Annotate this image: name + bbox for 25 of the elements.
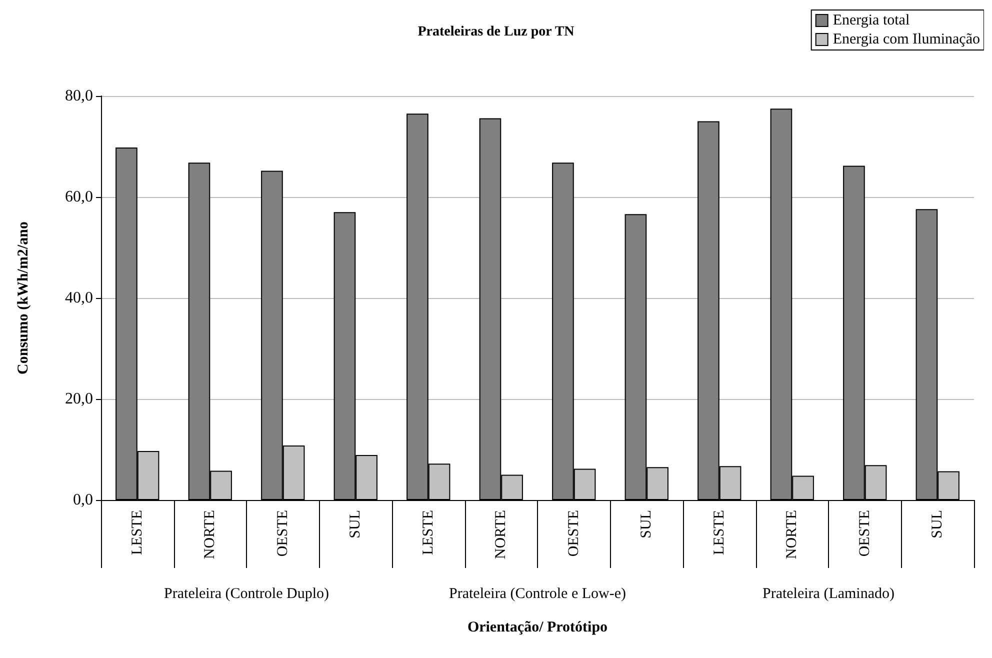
x-tick-label: OESTE xyxy=(274,510,291,557)
x-tick-label: NORTE xyxy=(202,510,218,560)
y-tick-label: 40,0 xyxy=(65,290,93,306)
y-tick-label: 0,0 xyxy=(73,492,93,508)
x-tick-label: SUL xyxy=(930,510,946,538)
y-tick-label: 60,0 xyxy=(65,188,93,206)
x-tick-label: OESTE xyxy=(566,510,582,557)
text: Prateleira (Controle e Low-e) xyxy=(448,586,626,602)
x-tick-label: NORTE xyxy=(493,510,510,560)
y-axis-title: Consumo (kWh/m2/ano xyxy=(16,222,32,374)
x-tick-label: NORTE xyxy=(784,510,800,560)
text: Prateleira (Laminado) xyxy=(762,586,895,602)
x-tick-label: SUL xyxy=(638,510,655,538)
legend-label: Energia total xyxy=(832,12,910,28)
x-tick-label: LESTE xyxy=(711,510,728,555)
legend-label: Energia com Iluminação xyxy=(832,32,980,48)
x-axis-title: Orientação/ Protótipo xyxy=(467,620,608,636)
y-tick-label: 20,0 xyxy=(65,390,93,408)
chart-title: Prateleiras de Luz por TN xyxy=(418,24,574,40)
x-tick-label: LESTE xyxy=(420,510,436,555)
x-tick-label: OESTE xyxy=(856,510,873,557)
text: Prateleira (Controle Duplo) xyxy=(164,586,329,602)
x-tick-label: SUL xyxy=(348,510,364,538)
x-tick-label: LESTE xyxy=(129,510,146,555)
y-tick-label: 80,0 xyxy=(65,88,93,104)
